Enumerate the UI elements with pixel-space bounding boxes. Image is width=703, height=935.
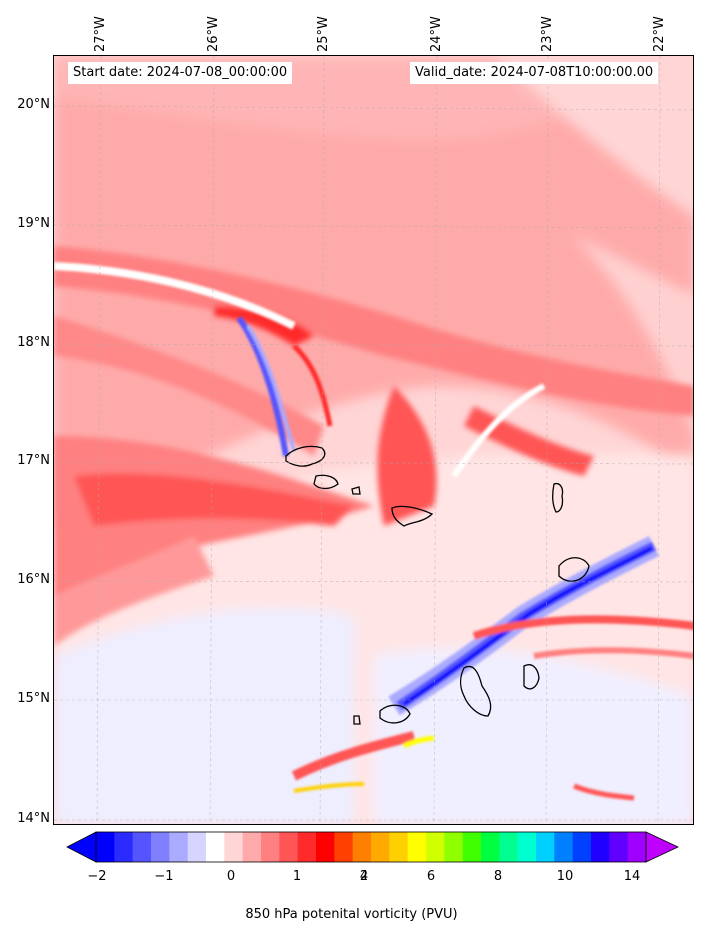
colorbar-cell [444,832,464,862]
colorbar-cell [114,832,134,862]
lon-label-27w: 27°W [93,16,108,52]
lon-label-24w: 24°W [429,16,444,52]
colorbar-cell [334,832,354,862]
colorbar-cell [352,832,372,862]
colorbar-cell [297,832,317,862]
colorbar-cell [407,832,427,862]
colorbar-cell [554,832,574,862]
colorbar [66,831,679,863]
colorbar-cell [279,832,299,862]
colorbar-cell [187,832,207,862]
colorbar-cell [242,832,262,862]
colorbar-tick: 0 [226,869,236,884]
colorbar-label: 850 hPa potenital vorticity (PVU) [245,907,458,922]
colorbar-tick: 6 [426,869,436,884]
colorbar-cell [591,832,610,862]
colorbar-tick: 4 [359,869,369,884]
colorbar-cell [389,832,409,862]
colorbar-cell [481,832,500,862]
lat-label-16n: 16°N [17,572,50,587]
lon-label-23w: 23°W [540,16,555,52]
colorbar-cell [132,832,152,862]
colorbar-cell [261,832,280,862]
colorbar-cell [572,832,592,862]
colorbar-cell [151,832,170,862]
lat-label-18n: 18°N [17,335,50,350]
colorbar-cell [536,832,555,862]
colorbar-cell [627,832,647,862]
colorbar-tick: 14 [623,869,641,884]
lon-label-22w: 22°W [652,16,667,52]
colorbar-over-arrow [645,831,679,863]
colorbar-cell [169,832,189,862]
colorbar-tick: 8 [493,869,503,884]
colorbar-tick: 1 [292,869,302,884]
lon-label-25w: 25°W [316,16,331,52]
colorbar-cell [499,832,519,862]
colorbar-tick: −2 [87,869,107,884]
colorbar-cell [426,832,445,862]
start-date-label: Start date: 2024-07-08_00:00:00 [68,62,293,84]
lat-label-17n: 17°N [17,453,50,468]
colorbar-cell [462,832,482,862]
lat-label-15n: 15°N [17,691,50,706]
lon-label-26w: 26°W [206,16,221,52]
lat-label-19n: 19°N [17,216,50,231]
colorbar-cells [96,832,647,862]
pv-field [54,56,693,824]
colorbar-cell [96,832,115,862]
colorbar-cell [371,832,390,862]
colorbar-cell [609,832,629,862]
colorbar-tick: 2 [359,869,369,884]
colorbar-cell [206,832,225,862]
colorbar-cell [316,832,335,862]
colorbar-tick: −1 [154,869,174,884]
colorbar-cell [224,832,244,862]
lat-label-14n: 14°N [17,811,50,826]
colorbar-tick: 10 [556,869,574,884]
colorbar-cell [517,832,537,862]
lat-label-20n: 20°N [17,97,50,112]
valid-date-label: Valid_date: 2024-07-08T10:00:00.00 [410,62,659,84]
map-plot [53,55,694,825]
colorbar-under-arrow [66,831,97,863]
